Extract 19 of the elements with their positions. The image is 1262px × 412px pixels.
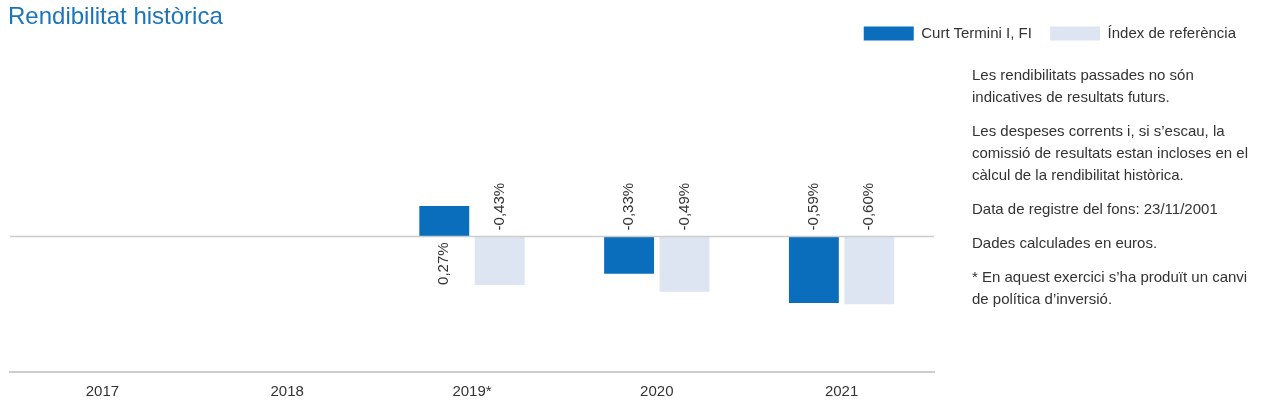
text: Data de registre del fons: 23/11/2001	[972, 199, 1219, 219]
x-tick-label: 2020	[640, 382, 674, 400]
x-tick-label: 2018	[270, 382, 304, 400]
data-label: -0,43%	[489, 182, 507, 231]
x-tick-label: 2017	[85, 382, 120, 400]
x-tick-label: 2021	[824, 382, 859, 400]
data-label: -0,60%	[859, 182, 877, 231]
data-label: -0,59%	[804, 182, 822, 231]
text: Les rendibilitats passades no són indicatives de resultats futurs.	[972, 65, 1195, 107]
text: Dades calculades en euros.	[972, 233, 1159, 253]
chart-title: Rendibilitat històrica	[8, 2, 223, 30]
data-label: -0,33%	[619, 182, 637, 231]
legend-label: Índex de referència	[1107, 23, 1237, 41]
text: Les despeses corrents i, si s’escau, la comissió de resultats estan incloses en el càlcul de la rendibilitat històrica.	[972, 121, 1248, 185]
x-tick-label: 2019*	[452, 382, 492, 400]
data-label: 0,27%	[434, 242, 452, 285]
data-label: -0,49%	[674, 182, 692, 231]
legend-label: Curt Termini I, FI	[921, 23, 1032, 41]
text: * En aquest exercici s’ha produït un canvi de política d’inversió.	[972, 267, 1248, 309]
